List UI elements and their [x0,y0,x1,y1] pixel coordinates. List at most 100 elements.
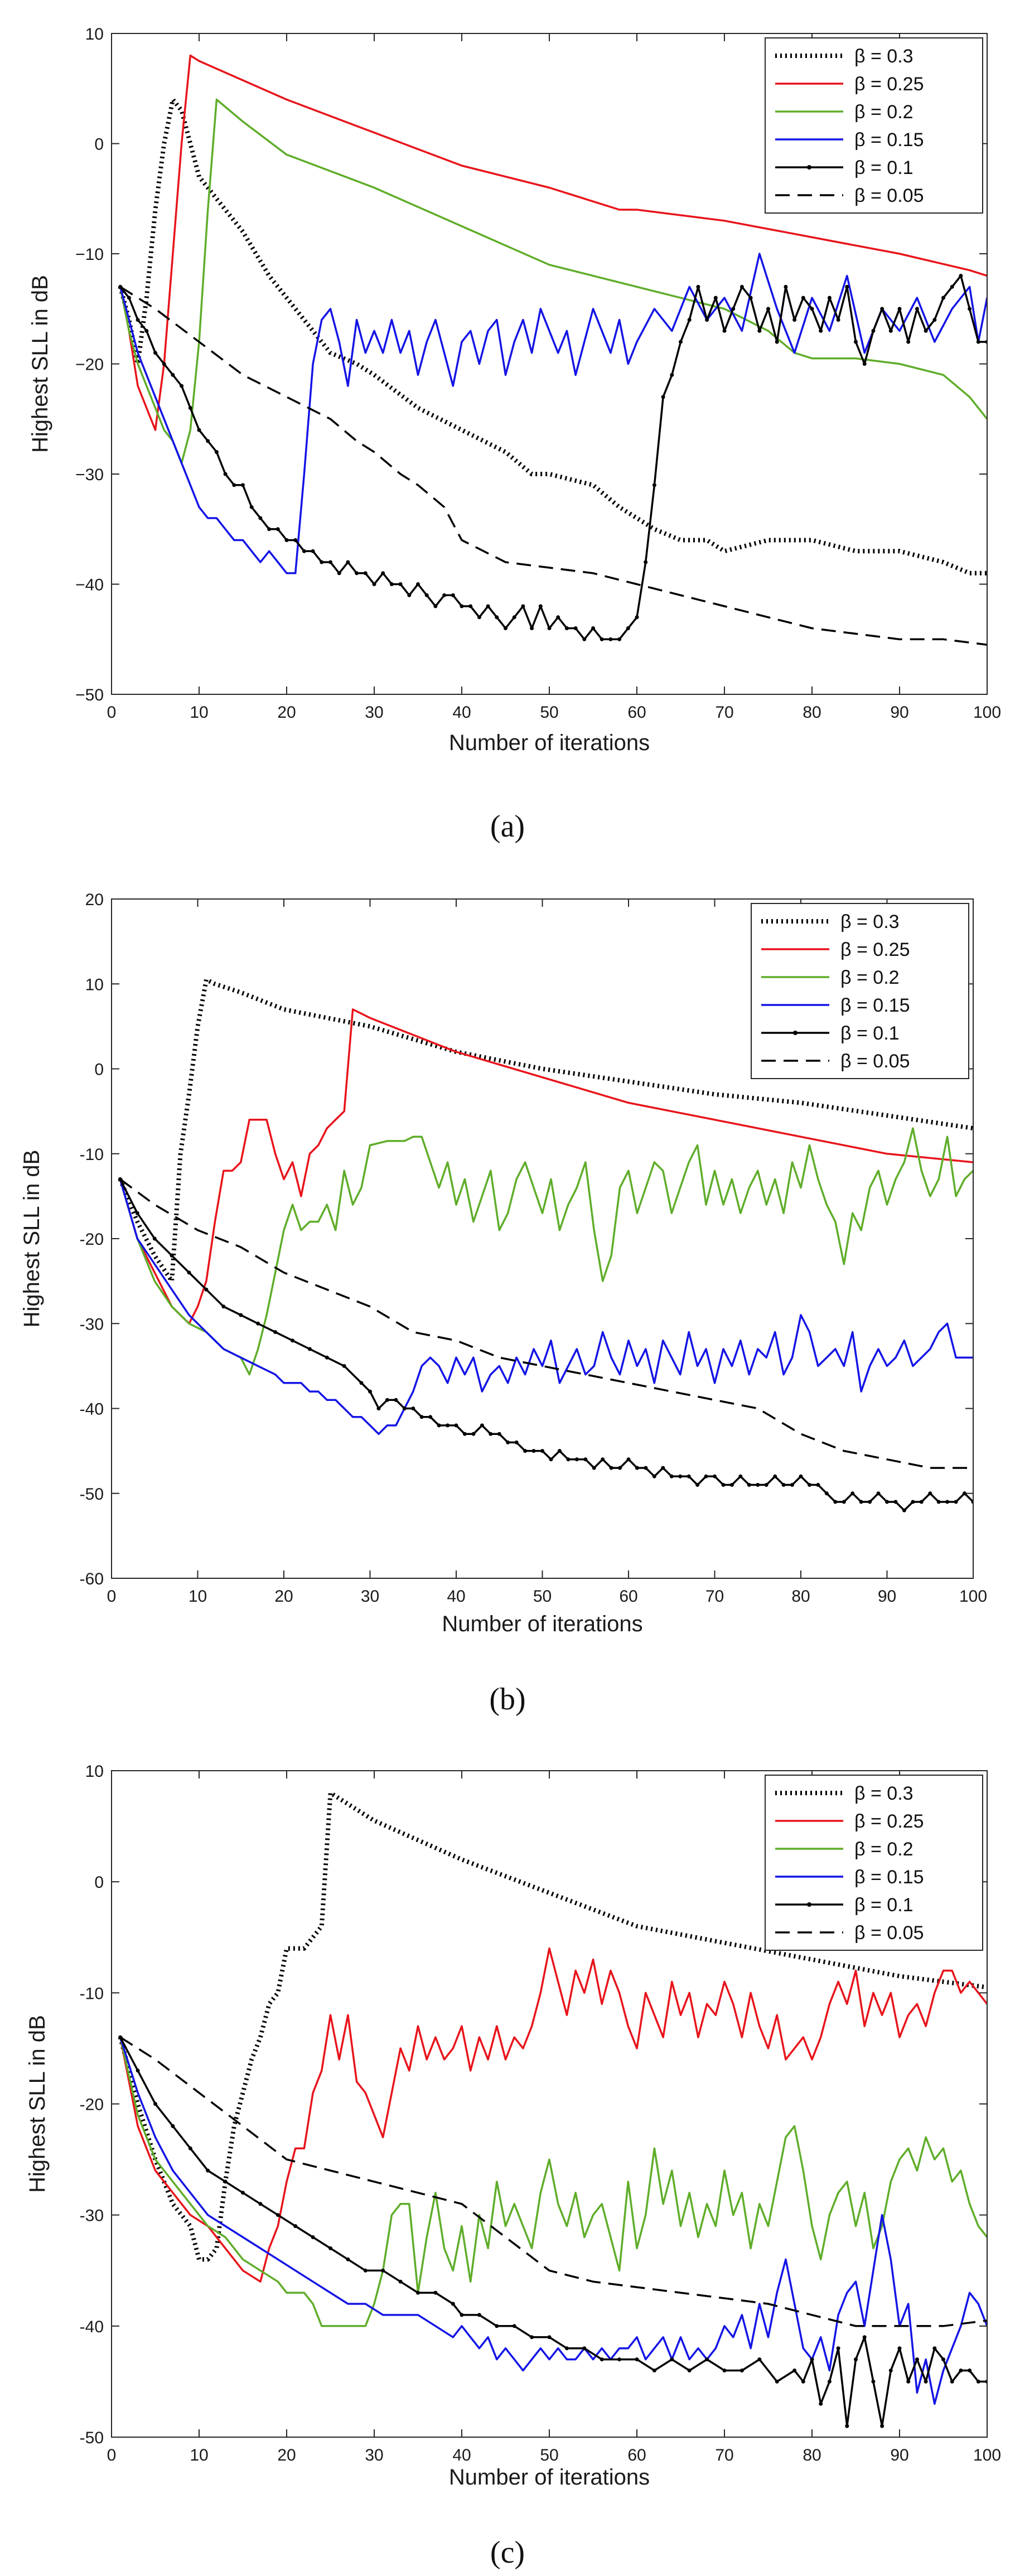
series-marker [460,2313,464,2317]
series-marker [428,1415,433,1419]
series-marker [249,505,254,509]
series-marker [950,2379,954,2384]
series-marker [583,1457,588,1462]
y-tick-label: -30 [80,1315,104,1333]
legend-label-5: β = 0.05 [840,1051,910,1072]
series-marker [713,296,718,300]
series-marker [514,1440,519,1444]
series-marker [291,1338,294,1343]
series-marker [363,571,368,576]
series-marker [705,318,709,322]
series-marker [600,2357,604,2362]
y-tick-label: -30 [80,2207,104,2225]
series-marker [557,1449,562,1453]
series-marker [968,307,972,311]
x-tick-label: 90 [890,2446,908,2464]
legend: β = 0.3 β = 0.25 β = 0.2 β = 0.15 β = 0.1 β =… [765,37,983,214]
series-marker [582,637,587,641]
series-marker [819,2401,823,2406]
series-marker [836,318,840,322]
y-tick-label: 10 [85,25,104,44]
x-tick-label: 100 [973,703,1001,722]
x-tick-label: 10 [190,2446,208,2464]
series-marker [911,1500,915,1504]
series-marker [489,1432,493,1436]
legend: β = 0.3 β = 0.25 β = 0.2 β = 0.15 β = 0.1 β =… [751,903,969,1079]
series-marker [954,1500,958,1504]
series-marker [477,2313,481,2317]
legend-label-5: β = 0.05 [854,1922,924,1944]
series-line-1 [119,54,987,431]
y-tick-label: −10 [75,245,104,264]
series-marker [574,1457,579,1462]
y-tick-label: -10 [80,1146,104,1164]
series-marker [204,1287,209,1292]
series-line-2 [119,2036,987,2327]
series-marker [644,560,648,564]
series-marker [902,1508,906,1512]
series-marker [293,2224,298,2229]
x-tick-label: 20 [277,703,296,722]
legend-marker [807,165,811,170]
series-marker [460,604,464,608]
series-marker [906,340,911,344]
legend-label-3: β = 0.15 [854,1867,924,1888]
y-tick-label: -10 [80,1984,104,2003]
series-marker [152,1236,157,1241]
series-marker [398,2279,403,2284]
series-marker [407,593,412,597]
series-marker [704,1474,708,1478]
series-marker [722,2369,727,2372]
series-marker [784,284,788,289]
series-marker [592,1466,596,1470]
series-marker [976,2379,980,2384]
series-marker [385,1398,389,1402]
series-line-1 [119,1947,987,2283]
series-marker [398,582,403,586]
series-marker [936,1500,941,1504]
y-axis-label: Highest SLL in dB [28,275,52,453]
series-marker [591,626,595,630]
x-tick-label: 70 [715,2446,733,2464]
series-marker [738,1474,743,1478]
series-marker [669,1474,674,1478]
series-group [118,977,973,1512]
y-tick-label: -40 [80,2318,104,2336]
legend-label-4: β = 0.1 [854,157,914,178]
series-marker [888,2369,893,2372]
series-marker [214,450,219,454]
series-marker [241,2191,245,2195]
series-marker [442,593,447,597]
series-marker [411,1407,415,1410]
legend-label-2: β = 0.2 [840,967,900,988]
legend-label-0: β = 0.3 [840,911,900,932]
x-tick-label: 50 [540,2446,558,2464]
legend-label-2: β = 0.2 [854,102,914,123]
series-marker [601,1457,605,1462]
series-marker [705,2357,709,2362]
legend-label-3: β = 0.15 [840,995,910,1016]
series-marker [376,1407,381,1410]
y-tick-label: −50 [75,686,104,704]
series-marker [258,516,263,520]
series-marker [497,1432,501,1436]
series-marker [897,307,902,311]
series-marker [188,2146,192,2150]
series-marker [740,2369,744,2372]
series-marker [850,1491,855,1496]
x-tick-label: 50 [540,703,558,722]
series-marker [764,1483,768,1487]
series-marker [959,2369,963,2372]
series-marker [915,2357,919,2362]
series-marker [862,2335,867,2340]
series-marker [893,1500,898,1504]
series-marker [521,604,525,608]
series-marker [941,296,945,300]
series-marker [402,1407,407,1410]
series-marker [346,560,350,564]
y-tick-label: 10 [85,1762,104,1781]
series-marker [127,296,131,300]
series-marker [652,1474,656,1478]
series-marker [223,472,228,476]
series-line-2 [119,1127,973,1376]
